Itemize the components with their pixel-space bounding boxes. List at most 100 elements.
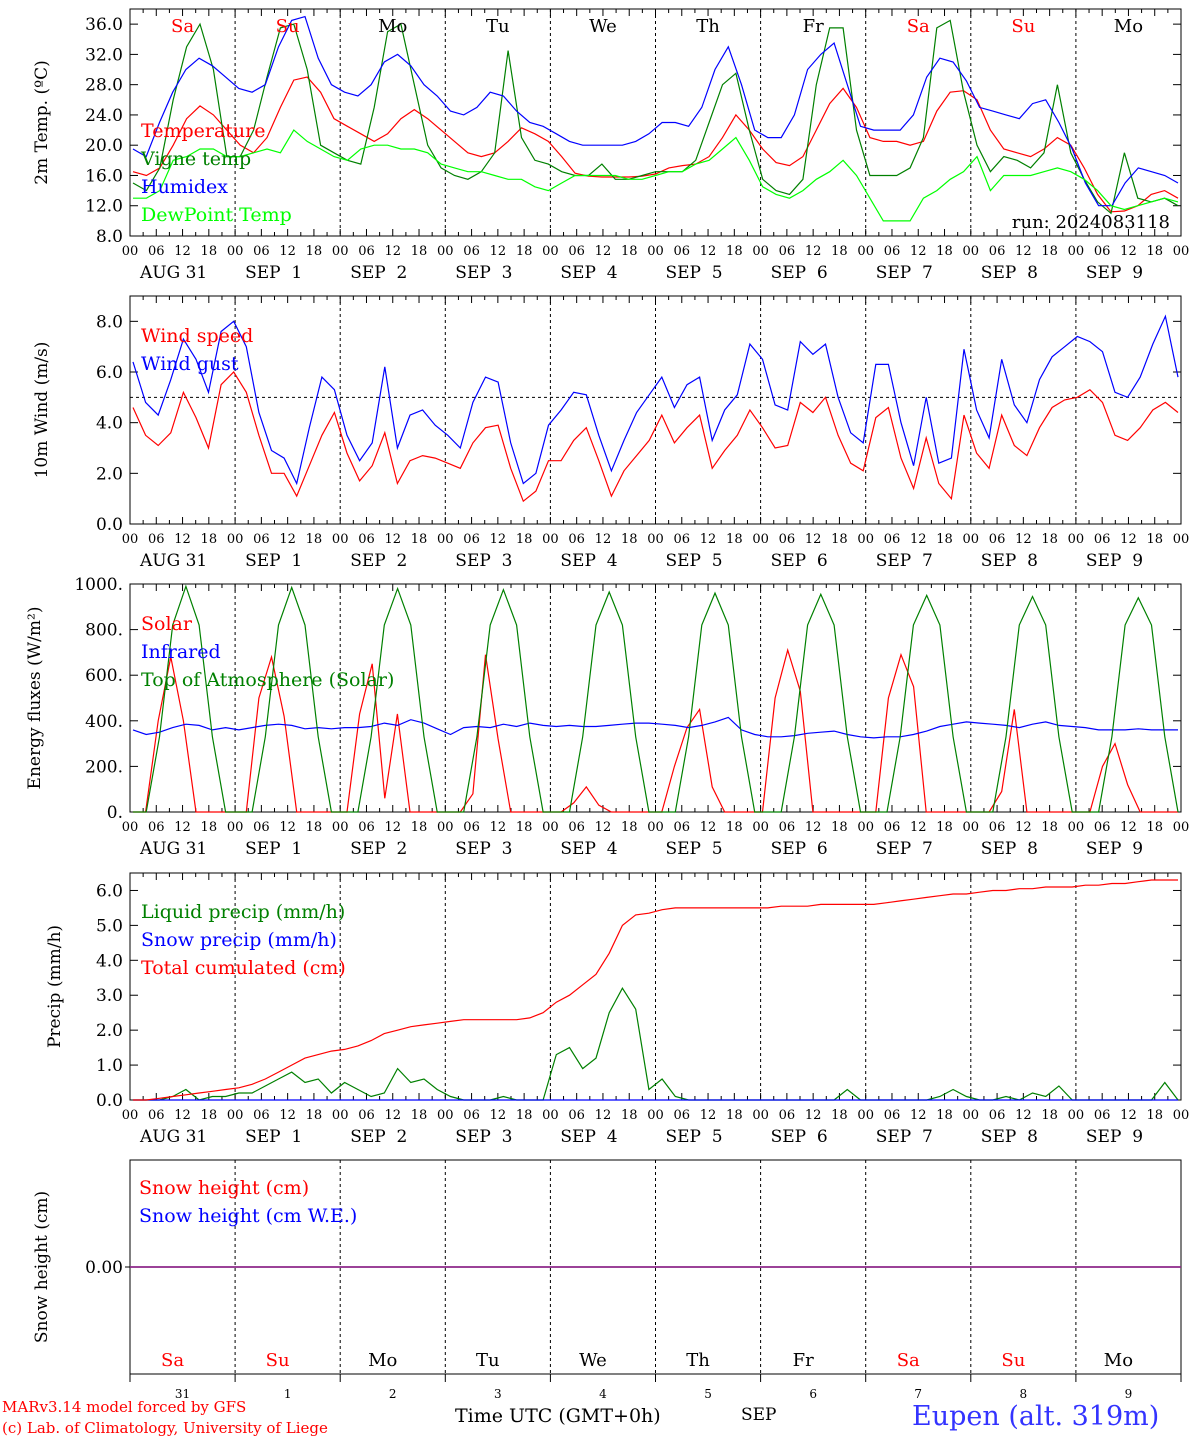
hour-tick-label: 12 — [384, 1108, 401, 1123]
date-label: SEP 2 — [350, 839, 407, 859]
date-label: SEP 9 — [1086, 551, 1143, 571]
hour-tick-label: 18 — [726, 1108, 743, 1123]
panel-temp-y-tick-label: 28.0 — [85, 76, 123, 96]
hour-tick-label: 12 — [805, 1108, 822, 1123]
hour-tick-label: 18 — [1146, 532, 1163, 547]
time-axis-label: Time UTC (GMT+0h) — [455, 1405, 661, 1427]
hour-tick-label: 18 — [936, 1108, 953, 1123]
hour-tick-label: 00 — [227, 244, 244, 259]
date-label: SEP 5 — [666, 839, 723, 859]
hour-tick-label: 12 — [1120, 532, 1137, 547]
date-label: AUG 31 — [139, 263, 207, 283]
panel-snow-y-tick-label: 0.00 — [85, 1258, 123, 1278]
day-name-top: Sa — [171, 16, 194, 37]
station-label: Eupen (alt. 319m) — [912, 1401, 1160, 1432]
hour-tick-label: 06 — [358, 244, 375, 259]
hour-tick-label: 00 — [122, 820, 139, 835]
series-line-humidex — [132, 15, 1179, 207]
date-label: SEP 7 — [876, 1127, 933, 1147]
hour-tick-label: 12 — [1120, 1108, 1137, 1123]
date-label: SEP 9 — [1086, 263, 1143, 283]
series-line-liquid-precip-mm-h- — [133, 987, 1179, 1101]
panel-precip-y-tick-label: 6.0 — [96, 881, 123, 901]
day-name-bottom: Mo — [1104, 1350, 1133, 1371]
panel-energy-y-tick-label: 400. — [85, 712, 123, 732]
hour-tick-label: 06 — [148, 244, 165, 259]
legend-entry: Wind speed — [141, 325, 253, 347]
hour-tick-label: 18 — [516, 820, 533, 835]
hour-tick-label: 18 — [1041, 1108, 1058, 1123]
hour-tick-label: 06 — [253, 532, 270, 547]
panel-precip-y-tick-label: 4.0 — [96, 951, 123, 971]
series-line-temperature — [132, 76, 1179, 213]
day-name-bottom: We — [579, 1350, 607, 1371]
hour-tick-label: 12 — [595, 532, 612, 547]
hour-tick-label: 00 — [857, 244, 874, 259]
day-number: 2 — [389, 1387, 397, 1401]
hour-tick-label: 12 — [700, 244, 717, 259]
hour-tick-label: 12 — [279, 820, 296, 835]
panel-precip-y-tick-label: 1.0 — [96, 1056, 123, 1076]
day-number: 1 — [284, 1387, 292, 1401]
panel-precip-y-tick-label: 2.0 — [96, 1021, 123, 1041]
date-label: SEP 3 — [455, 551, 512, 571]
legend-entry: Solar — [141, 613, 193, 635]
hour-tick-label: 18 — [1146, 1108, 1163, 1123]
hour-tick-label: 06 — [1094, 1108, 1111, 1123]
hour-tick-label: 18 — [1146, 244, 1163, 259]
day-name-bottom: Fr — [793, 1350, 814, 1371]
hour-tick-label: 00 — [1173, 820, 1190, 835]
hour-tick-label: 06 — [358, 532, 375, 547]
panel-precip-y-tick-label: 3.0 — [96, 986, 123, 1006]
date-label: SEP 3 — [455, 263, 512, 283]
hour-tick-label: 06 — [779, 532, 796, 547]
panel-temp-y-tick-label: 24.0 — [85, 106, 123, 126]
date-label: SEP 6 — [771, 551, 828, 571]
hour-tick-label: 00 — [647, 820, 664, 835]
hour-tick-label: 18 — [1041, 532, 1058, 547]
date-label: SEP 9 — [1086, 1127, 1143, 1147]
hour-tick-label: 06 — [253, 244, 270, 259]
hour-tick-label: 00 — [647, 244, 664, 259]
hour-tick-label: 12 — [910, 1108, 927, 1123]
date-label: SEP 6 — [771, 263, 828, 283]
date-label: SEP 1 — [245, 551, 302, 571]
panel-energy-y-tick-label: 200. — [85, 757, 123, 777]
date-label: SEP 3 — [455, 1127, 512, 1147]
hour-tick-label: 18 — [831, 1108, 848, 1123]
legend-entry: Vigne temp — [140, 148, 251, 170]
hour-tick-label: 06 — [884, 1108, 901, 1123]
panel-wind-y-tick-label: 6.0 — [96, 363, 123, 383]
day-name-top: Sa — [907, 16, 930, 37]
hour-tick-label: 18 — [201, 244, 218, 259]
hour-tick-label: 06 — [1094, 244, 1111, 259]
legend-entry: Snow precip (mm/h) — [141, 929, 337, 951]
hour-tick-label: 18 — [411, 244, 428, 259]
credit-line-1: MARv3.14 model forced by GFS — [2, 1398, 247, 1416]
legend-entry: DewPoint Temp — [141, 204, 292, 226]
series-line-total-cumulated-cm- — [133, 879, 1178, 1101]
date-label: SEP 2 — [350, 1127, 407, 1147]
hour-tick-label: 00 — [963, 1108, 980, 1123]
legend-entry: Top of Atmosphere (Solar) — [141, 669, 394, 691]
hour-tick-label: 00 — [647, 532, 664, 547]
hour-tick-label: 00 — [227, 820, 244, 835]
hour-tick-label: 12 — [910, 820, 927, 835]
hour-tick-label: 00 — [963, 820, 980, 835]
panel-temp-y-tick-label: 8.0 — [96, 227, 123, 247]
hour-tick-label: 00 — [542, 244, 559, 259]
date-label: SEP 7 — [876, 839, 933, 859]
hour-tick-label: 00 — [1173, 1108, 1190, 1123]
day-name-top: Mo — [378, 16, 407, 37]
date-label: AUG 31 — [139, 839, 207, 859]
hour-tick-label: 00 — [542, 532, 559, 547]
hour-tick-label: 06 — [674, 532, 691, 547]
day-number: 31 — [175, 1387, 190, 1401]
hour-tick-label: 18 — [936, 820, 953, 835]
day-name-bottom: Su — [266, 1350, 290, 1371]
hour-tick-label: 00 — [332, 532, 349, 547]
hour-tick-label: 06 — [1094, 820, 1111, 835]
legend-entry: Infrared — [141, 641, 221, 663]
legend-entry: Humidex — [141, 176, 228, 198]
hour-tick-label: 00 — [122, 244, 139, 259]
